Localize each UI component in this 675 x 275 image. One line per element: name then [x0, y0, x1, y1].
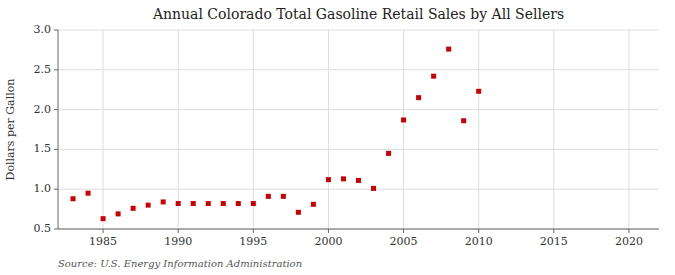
grid-line — [103, 30, 104, 229]
chart: 0.5 1.0 1.5 2.0 2.5 3.0 1985 1990 1995 2000 2005 20… — [0, 0, 675, 275]
tick-label: 2.5 — [34, 63, 52, 76]
grid-line — [58, 109, 659, 110]
points — [71, 47, 482, 222]
point — [311, 202, 316, 207]
grid-line — [253, 30, 254, 229]
tick-label: 2020 — [615, 235, 643, 248]
tick-label: 1985 — [89, 235, 117, 248]
tick — [54, 109, 58, 110]
tick — [478, 229, 479, 233]
grid-line — [328, 30, 329, 229]
point — [341, 176, 346, 181]
tick — [178, 229, 179, 233]
point — [296, 210, 301, 215]
title: Annual Colorado Total Gasoline Retail Sa… — [152, 6, 564, 22]
y-axis-label: Dollars per Gallon — [4, 79, 17, 181]
grid-line — [178, 30, 179, 229]
tick — [103, 229, 104, 233]
tick-label: 2005 — [390, 235, 418, 248]
tick-label: 0.5 — [34, 222, 52, 235]
tick — [54, 149, 58, 150]
tick — [328, 229, 329, 233]
tick — [54, 69, 58, 70]
tick — [403, 229, 404, 233]
grid-line — [403, 30, 404, 229]
point — [176, 201, 181, 206]
tick-label: 2015 — [540, 235, 568, 248]
tick — [628, 229, 629, 233]
point — [461, 118, 466, 123]
grid-line — [58, 69, 659, 70]
point — [131, 206, 136, 211]
point — [86, 191, 91, 196]
point — [476, 89, 481, 94]
point — [386, 151, 391, 156]
point — [416, 95, 421, 100]
x-axis-line — [58, 229, 659, 230]
tick-label: 3.0 — [34, 23, 52, 36]
point — [281, 194, 286, 199]
point — [191, 201, 196, 206]
grid-line — [628, 30, 629, 229]
tick-label: 1.0 — [34, 182, 52, 195]
point — [161, 199, 166, 204]
tick-label: 1.5 — [34, 142, 52, 155]
point — [431, 74, 436, 79]
point — [371, 186, 376, 191]
point — [206, 201, 211, 206]
tick-label: 2010 — [465, 235, 493, 248]
point — [266, 194, 271, 199]
point — [401, 117, 406, 122]
tick — [553, 229, 554, 233]
tick-label: 1995 — [239, 235, 267, 248]
grid-line — [58, 30, 659, 31]
tick — [54, 30, 58, 31]
grid-line — [478, 30, 479, 229]
point — [146, 203, 151, 208]
y-axis-line — [58, 30, 59, 229]
grid-line — [58, 189, 659, 190]
point — [101, 216, 106, 221]
grid-line — [553, 30, 554, 229]
point — [221, 201, 226, 206]
axes: 0.5 1.0 1.5 2.0 2.5 3.0 1985 1990 1995 2000 2005 20… — [34, 23, 660, 248]
grid-line — [58, 149, 659, 150]
point — [326, 177, 331, 182]
tick — [54, 229, 58, 230]
point — [71, 196, 76, 201]
tick-label: 2.0 — [34, 103, 52, 116]
point — [251, 201, 256, 206]
tick-label: 1990 — [164, 235, 192, 248]
tick — [54, 189, 58, 190]
source: Source: U.S. Energy Information Administ… — [58, 258, 302, 269]
point — [356, 178, 361, 183]
grid-line — [58, 229, 659, 230]
point — [116, 211, 121, 216]
point — [236, 201, 241, 206]
tick-label: 2000 — [314, 235, 342, 248]
point — [446, 47, 451, 52]
tick — [253, 229, 254, 233]
